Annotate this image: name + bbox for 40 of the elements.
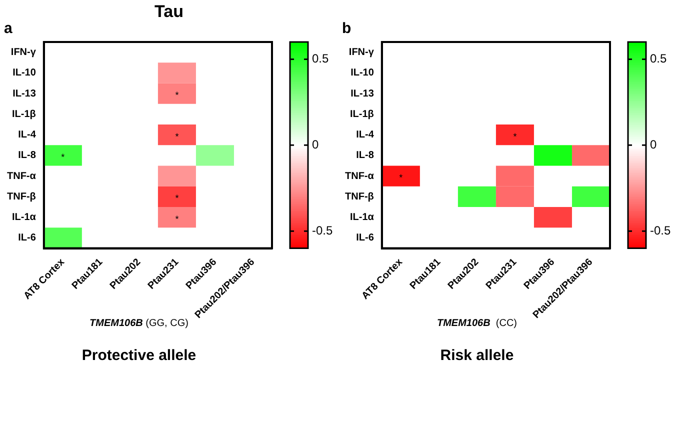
data-label: * [175, 131, 180, 142]
y-tick-label: IFN-γ [348, 47, 374, 58]
y-tick-label: IL-10 [350, 68, 374, 79]
y-tick-label: IL-10 [12, 68, 36, 79]
y-tick-label: IL-13 [350, 88, 374, 100]
y-tick-label: IL-1α [350, 212, 375, 224]
x-axis-title: TMEM106B (GG, CG) [90, 318, 188, 329]
y-tick-label: IL-6 [18, 232, 36, 244]
y-tick-label: TNF-α [6, 170, 37, 182]
data-label: * [175, 193, 180, 204]
y-tick-label: IL-6 [356, 232, 374, 244]
color-bar-label: 0.5 [650, 52, 668, 66]
data-label: * [513, 131, 518, 142]
x-axis-title: TMEM106B (CC) [436, 318, 518, 329]
color-bar-label: -0.5 [650, 223, 672, 238]
data-label: * [61, 152, 66, 162]
y-tick-label: IL-13 [12, 88, 36, 100]
color-bar-label: 0 [312, 137, 319, 152]
color-bar-label: 0.5 [312, 52, 330, 66]
text: Risk allele [439, 347, 515, 364]
color-bar-label: 0 [650, 137, 657, 152]
chart-subtitle: b [342, 20, 352, 37]
y-tick-label: IL-8 [18, 150, 36, 162]
data-label: * [399, 172, 404, 183]
y-tick-label: IL-8 [356, 150, 374, 162]
color-bar-label: -0.5 [312, 223, 334, 238]
chart-title: Tau [154, 2, 184, 21]
y-tick-label: IL-1α [12, 212, 37, 224]
y-tick-label: IL-1β [12, 108, 36, 120]
y-tick-label: TNF-β [345, 191, 374, 202]
y-tick-label: TNF-α [344, 170, 375, 182]
y-tick-label: IFN-γ [10, 47, 36, 58]
data-label: * [175, 214, 180, 224]
text: Protective allele [80, 347, 198, 364]
data-label: * [175, 90, 180, 100]
chart-subtitle: a [4, 20, 12, 37]
y-tick-label: TNF-β [7, 191, 36, 202]
y-tick-label: IL-4 [18, 130, 36, 141]
y-tick-label: IL-4 [356, 130, 374, 141]
y-tick-label: IL-1β [350, 108, 374, 120]
